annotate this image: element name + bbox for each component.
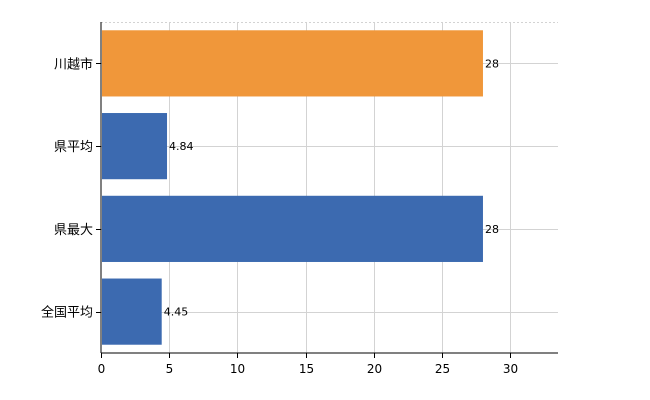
x-axis-ticks: 0 5 10 15 20 25 30 <box>98 353 518 376</box>
category-label-2: 県最大 <box>54 223 93 238</box>
x-tick-label-1: 5 <box>166 362 174 376</box>
bar-1 <box>102 113 168 180</box>
bar-3 <box>102 278 162 345</box>
x-tick-label-5: 25 <box>435 362 450 376</box>
category-label-1: 県平均 <box>54 140 93 155</box>
value-label-1: 4.84 <box>169 140 194 153</box>
bar-0 <box>102 30 483 97</box>
x-tick-label-6: 30 <box>503 362 518 376</box>
category-label-0: 川越市 <box>54 56 93 72</box>
value-labels: 28 4.84 28 4.45 <box>164 57 499 318</box>
x-tick-label-4: 20 <box>367 362 382 376</box>
category-label-3: 全国平均 <box>41 305 93 321</box>
value-label-2: 28 <box>485 223 499 236</box>
x-tick-label-0: 0 <box>98 362 106 376</box>
value-label-0: 28 <box>485 57 499 70</box>
x-tick-label-2: 10 <box>230 362 245 376</box>
bar-2 <box>102 195 483 262</box>
bars <box>102 30 483 345</box>
axes <box>100 22 558 354</box>
value-label-3: 4.45 <box>164 306 189 319</box>
x-tick-label-3: 15 <box>299 362 314 376</box>
